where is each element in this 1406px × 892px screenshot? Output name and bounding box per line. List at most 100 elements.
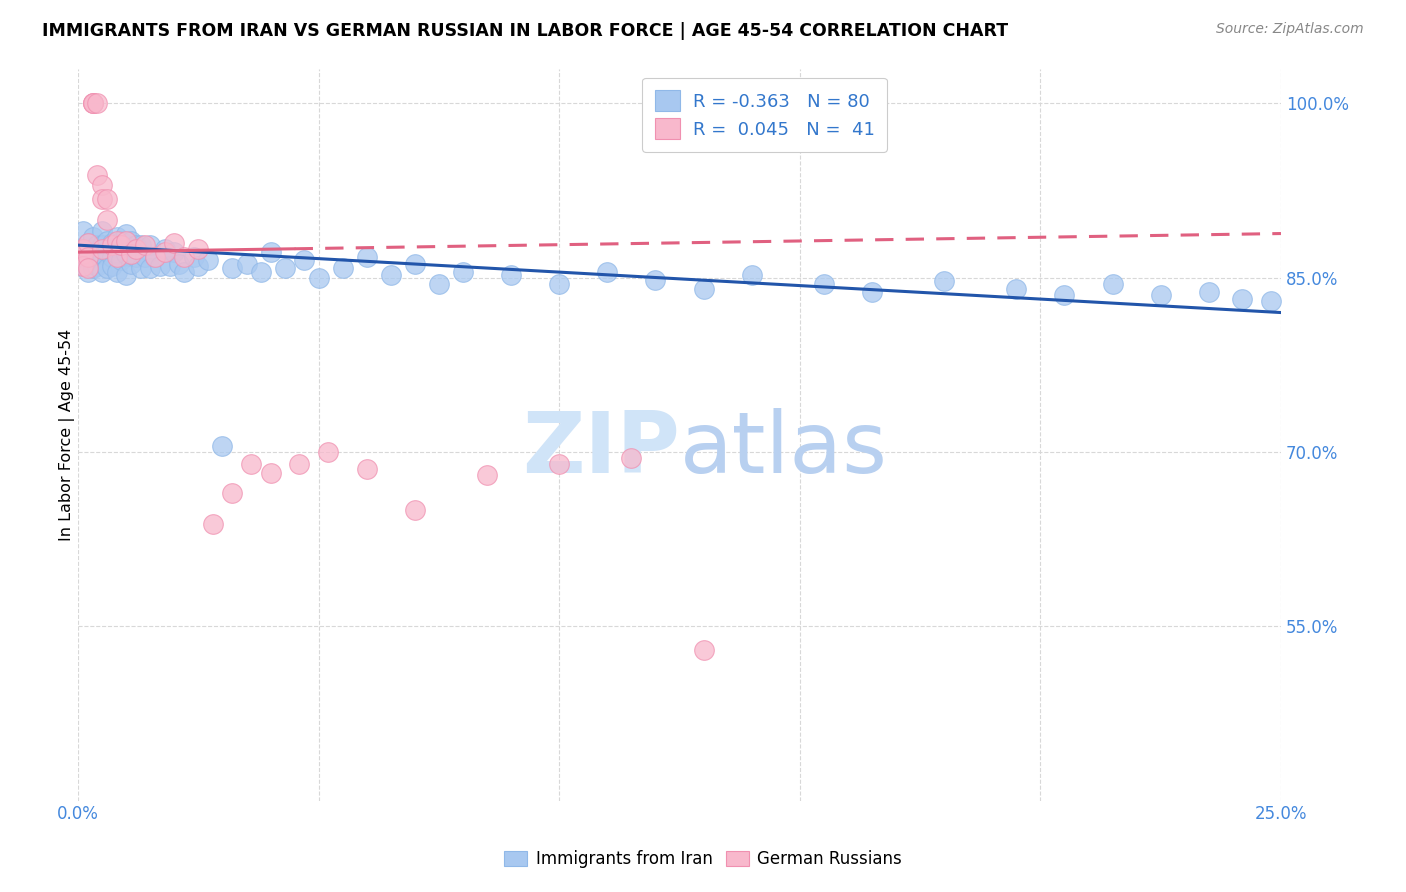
Point bbox=[259, 245, 281, 260]
Point bbox=[72, 242, 94, 256]
Point bbox=[596, 265, 619, 279]
Point bbox=[72, 259, 94, 273]
Point bbox=[105, 250, 128, 264]
Point bbox=[76, 250, 98, 264]
Point bbox=[143, 250, 166, 264]
Point bbox=[101, 238, 124, 252]
Point bbox=[91, 247, 114, 261]
Point bbox=[221, 261, 243, 276]
Point bbox=[548, 277, 571, 291]
Point bbox=[91, 238, 114, 252]
Point bbox=[96, 245, 118, 260]
Point bbox=[82, 230, 104, 244]
Point bbox=[134, 250, 156, 264]
Point bbox=[134, 238, 156, 252]
Point bbox=[451, 265, 474, 279]
Point bbox=[197, 253, 219, 268]
Point bbox=[76, 235, 98, 250]
Point bbox=[173, 265, 195, 279]
Point bbox=[201, 516, 224, 531]
Point bbox=[274, 261, 297, 276]
Point bbox=[105, 230, 128, 244]
Point bbox=[82, 261, 104, 276]
Point bbox=[240, 457, 263, 471]
Point bbox=[86, 259, 108, 273]
Point bbox=[72, 247, 94, 261]
Point bbox=[110, 253, 132, 268]
Point bbox=[105, 234, 128, 248]
Point bbox=[125, 238, 148, 252]
Point bbox=[110, 234, 132, 248]
Point bbox=[115, 247, 138, 261]
Point bbox=[187, 242, 209, 256]
Point bbox=[332, 261, 354, 276]
Point bbox=[259, 466, 281, 480]
Point bbox=[86, 169, 108, 183]
Text: atlas: atlas bbox=[679, 408, 887, 491]
Point bbox=[644, 273, 666, 287]
Point bbox=[91, 265, 114, 279]
Point bbox=[620, 450, 643, 465]
Point bbox=[1232, 292, 1254, 306]
Point bbox=[120, 247, 142, 261]
Point bbox=[356, 250, 378, 264]
Point bbox=[82, 96, 104, 111]
Point bbox=[72, 242, 94, 256]
Point bbox=[163, 235, 186, 250]
Point bbox=[163, 245, 186, 260]
Point bbox=[143, 250, 166, 264]
Point bbox=[1101, 277, 1123, 291]
Point bbox=[292, 253, 315, 268]
Point bbox=[159, 259, 181, 273]
Point bbox=[115, 268, 138, 283]
Point bbox=[741, 268, 763, 283]
Point bbox=[288, 457, 311, 471]
Text: Source: ZipAtlas.com: Source: ZipAtlas.com bbox=[1216, 22, 1364, 37]
Point bbox=[183, 250, 205, 264]
Point bbox=[72, 224, 94, 238]
Point bbox=[129, 261, 152, 276]
Point bbox=[91, 224, 114, 238]
Point bbox=[105, 247, 128, 261]
Point bbox=[427, 277, 450, 291]
Point bbox=[82, 96, 104, 111]
Point bbox=[404, 503, 426, 517]
Point bbox=[72, 259, 94, 273]
Point bbox=[91, 242, 114, 256]
Point bbox=[91, 192, 114, 206]
Point bbox=[308, 270, 330, 285]
Point bbox=[356, 462, 378, 476]
Point bbox=[96, 212, 118, 227]
Point bbox=[1198, 285, 1220, 299]
Point bbox=[125, 242, 148, 256]
Point bbox=[501, 268, 523, 283]
Point bbox=[149, 259, 172, 273]
Point bbox=[167, 257, 190, 271]
Point bbox=[110, 238, 132, 252]
Point bbox=[139, 261, 162, 276]
Point bbox=[86, 247, 108, 261]
Point bbox=[692, 282, 714, 296]
Point bbox=[76, 261, 98, 276]
Point bbox=[475, 468, 498, 483]
Point bbox=[86, 238, 108, 252]
Point bbox=[82, 257, 104, 271]
Point bbox=[101, 250, 124, 264]
Text: IMMIGRANTS FROM IRAN VS GERMAN RUSSIAN IN LABOR FORCE | AGE 45-54 CORRELATION CH: IMMIGRANTS FROM IRAN VS GERMAN RUSSIAN I… bbox=[42, 22, 1008, 40]
Point bbox=[1053, 288, 1076, 302]
Point bbox=[86, 96, 108, 111]
Point bbox=[96, 234, 118, 248]
Point bbox=[153, 245, 176, 260]
Point bbox=[115, 227, 138, 241]
Point bbox=[860, 285, 883, 299]
Point bbox=[125, 250, 148, 264]
Point bbox=[105, 265, 128, 279]
Point bbox=[76, 265, 98, 279]
Point bbox=[153, 242, 176, 256]
Point bbox=[101, 235, 124, 250]
Point bbox=[120, 234, 142, 248]
Point bbox=[173, 250, 195, 264]
Point bbox=[318, 445, 340, 459]
Text: ZIP: ZIP bbox=[522, 408, 679, 491]
Point bbox=[692, 642, 714, 657]
